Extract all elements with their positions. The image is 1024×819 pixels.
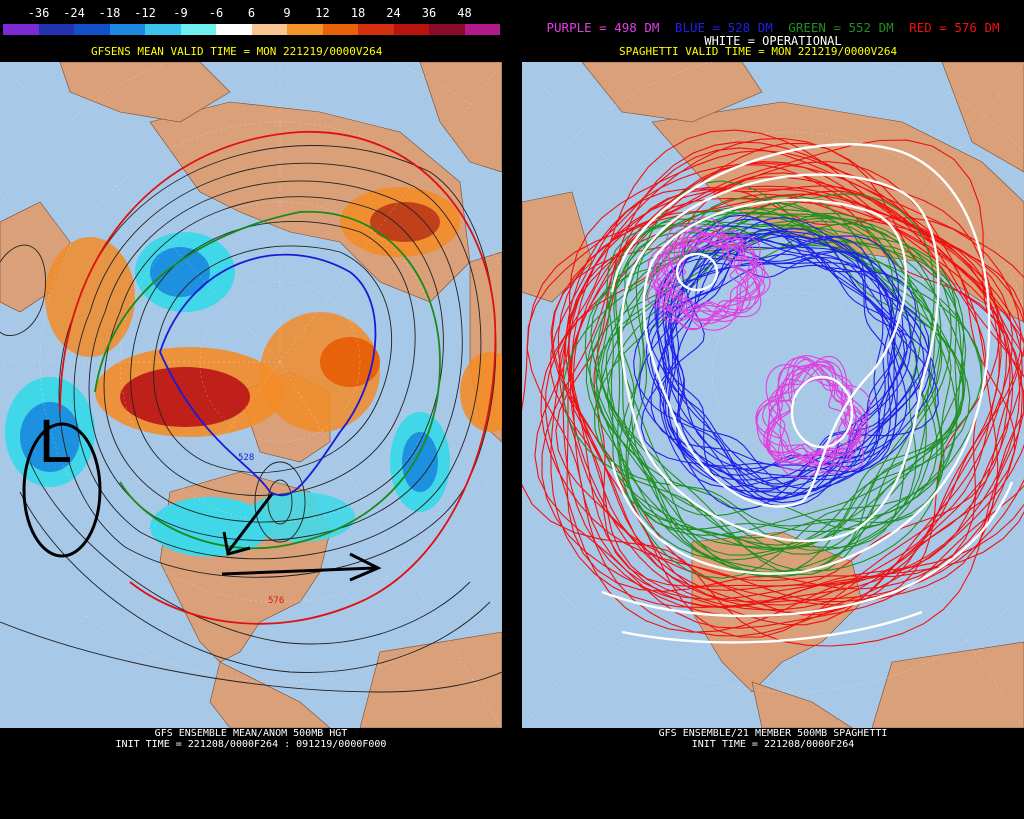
ensemble-member-line [585,211,965,578]
ensemble-member-line [584,211,967,573]
ensemble-member-line [651,234,755,322]
ensemble-member-line [593,217,938,527]
ensemble-mean-panel: -36 -24 -18 -12 -9 -6 6 9 12 18 24 36 48 GFSENS MEAN… [0,0,502,819]
ensemble-member-line [590,216,952,556]
ensemble-member-line [646,229,761,321]
key-contours [59,131,497,625]
ensemble-member-line [767,361,859,464]
ensemble-member-line [647,250,904,499]
legend-swatch [393,24,429,35]
legend-swatch [74,24,110,35]
ensemble-member-line [649,235,895,477]
contour-label-576: 576 [268,596,284,606]
contour-label-528: 528 [238,453,254,463]
red-legend: RED = 576 DM [909,20,1000,35]
legend-swatch [287,24,323,35]
ensemble-member-line [597,223,942,575]
legend-tick-label: 36 [421,6,437,20]
legend-tick-label: -6 [208,6,224,20]
legend-tick-label: 18 [350,6,366,20]
panel-divider [502,0,522,819]
anomaly-shading [5,187,502,557]
legend-tick-label: 9 [283,6,291,20]
legend-swatch [216,24,252,35]
ensemble-member-line [663,233,764,320]
anomaly-color-legend [3,24,500,35]
ensemble-member-line [522,139,1024,647]
legend-tick-label: -9 [173,6,188,20]
operational-contours [601,143,1014,644]
legend-tick-label: -12 [134,6,156,20]
spaghetti-footer-title: GFS ENSEMBLE/21 MEMBER 500MB SPAGHETTI [658,728,888,739]
ensemble-member-line [677,247,896,485]
spaghetti-valid-time: SPAGHETTI VALID TIME = MON 221219/0000V2… [619,45,898,58]
legend-tick-label: 48 [457,6,472,20]
legend-tick-label: -24 [63,6,85,20]
ensemble-member-line [766,358,863,465]
ensemble-member-line [765,363,871,479]
ensemble-member-line [616,245,943,550]
ensemble-member-line [589,213,922,551]
ensemble-member-line [615,218,966,577]
operational-legend: WHITE = OPERATIONAL [704,34,842,48]
ensemble-member-line [563,193,943,572]
legend-swatch [358,24,394,35]
ensemble-member-line [551,186,1022,638]
legend-swatch [145,24,181,35]
ensemble-member-line [550,185,1024,626]
legend-swatch [109,24,145,35]
legend-tick-label: -18 [98,6,121,20]
graticule [0,62,502,728]
ensemble-member-line [558,176,987,582]
legend-swatch [251,24,287,35]
legend-swatch [429,24,465,35]
legend-swatch [322,24,358,35]
legend-tick-label: 6 [247,6,256,20]
ensemble-member-line [653,235,747,318]
anomaly-legend-labels: -36 -24 -18 -12 -9 -6 6 9 12 18 24 36 48 [0,6,502,22]
ensemble-member-line [755,355,853,475]
legend-swatch [464,24,500,35]
legend-swatch [38,24,74,35]
blue-legend: BLUE = 528 DM [674,20,773,35]
green-legend: GREEN = 552 DM [788,20,894,35]
ensemble-member-line [657,253,917,494]
mean-valid-time: GFSENS MEAN VALID TIME = MON 221219/0000… [91,45,383,58]
ensemble-member-line [763,364,862,454]
ensemble-member-line [664,239,758,321]
ensemble-member-line [762,365,854,474]
mean-footer-init: INIT TIME = 221208/0000F264 : 091219/000… [115,739,387,750]
low-circle-annotation [22,422,102,558]
ensemble-member-line [633,235,900,504]
legend-tick-label: -36 [27,6,50,20]
legend-swatch [3,24,39,35]
ensemble-member-line [645,235,884,490]
ensemble-member-line [657,243,757,325]
spaghetti-legend: PURPLE = 498 DM BLUE = 528 DM GREEN = 55… [522,20,1024,35]
spaghetti-panel: PURPLE = 498 DM BLUE = 528 DM GREEN = 55… [522,0,1024,819]
ensemble-member-line [569,185,1014,611]
low-pressure-label: L [38,408,70,476]
trough-arrows [221,493,382,582]
mean-footer-title: GFS ENSEMBLE MEAN/ANOM 500MB HGT [154,728,348,739]
ensemble-member-line [526,147,1024,637]
ensemble-member-line [545,129,1024,633]
height-contours [0,145,502,693]
legend-tick-label: 12 [315,6,330,20]
ensemble-member-line [768,378,854,466]
ensemble-member-line [756,354,865,471]
mean-anomaly-map: L 528 576 [0,62,502,728]
ensemble-member-line [593,188,1011,587]
legend-swatch [180,24,216,35]
legend-tick-label: 24 [386,6,401,20]
spaghetti-map [522,62,1024,728]
spaghetti-footer-init: INIT TIME = 221208/0000F264 [691,739,855,750]
purple-legend: PURPLE = 498 DM [546,20,660,35]
